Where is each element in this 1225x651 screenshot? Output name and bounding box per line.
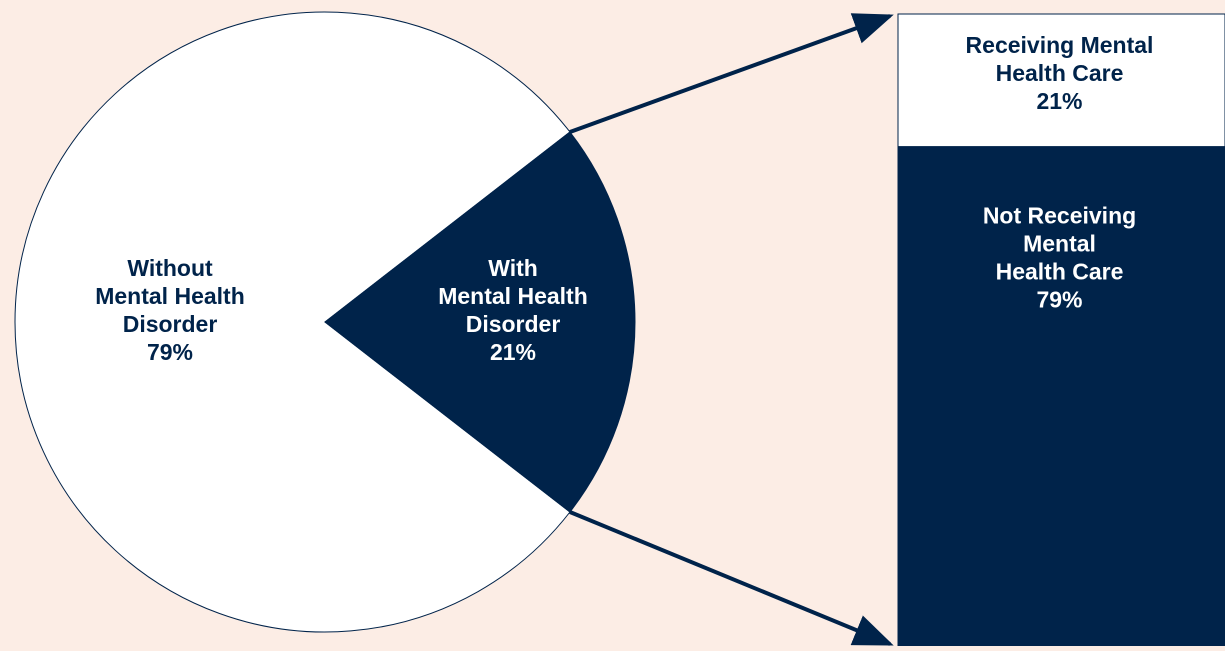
pie-slice-without-disorder-label-line: Without [127,255,213,281]
bar-segment-receiving-care [897,13,1225,148]
pie-slice-with-disorder [324,131,636,513]
pie-slice-without-disorder [14,11,571,633]
connector-arrow-bottom [569,510,894,646]
bar-segment-not-receiving-care-label-line: Health Care [996,259,1124,285]
bar-segment-not-receiving-care-value-label: 79% [1036,287,1082,313]
bar-segment-receiving-care-label-line: Health Care [996,60,1124,86]
connector-arrow-top [569,13,894,134]
pie-slice-without-disorder-value-label: 79% [147,339,193,365]
pie-slice-with-disorder-value-label: 21% [490,339,536,365]
bar-segment-receiving-care-value-label: 21% [1036,88,1082,114]
bar-segment-not-receiving-care-label-line: Mental [1023,231,1096,257]
pie-slice-with-disorder-label-line: Disorder [466,311,561,337]
pie-slice-without-disorder-label-line: Disorder [123,311,218,337]
bar-segment-receiving-care-label-line: Receiving Mental [966,32,1154,58]
bar-segment-not-receiving-care [897,146,1225,647]
pie-slice-without-disorder-label-line: Mental Health [95,283,245,309]
pie-slice-with-disorder-label-line: Mental Health [438,283,588,309]
bar-segment-not-receiving-care-label-line: Not Receiving [983,203,1136,229]
pie-slice-with-disorder-label-line: With [488,255,538,281]
connector-arrows [569,13,894,646]
